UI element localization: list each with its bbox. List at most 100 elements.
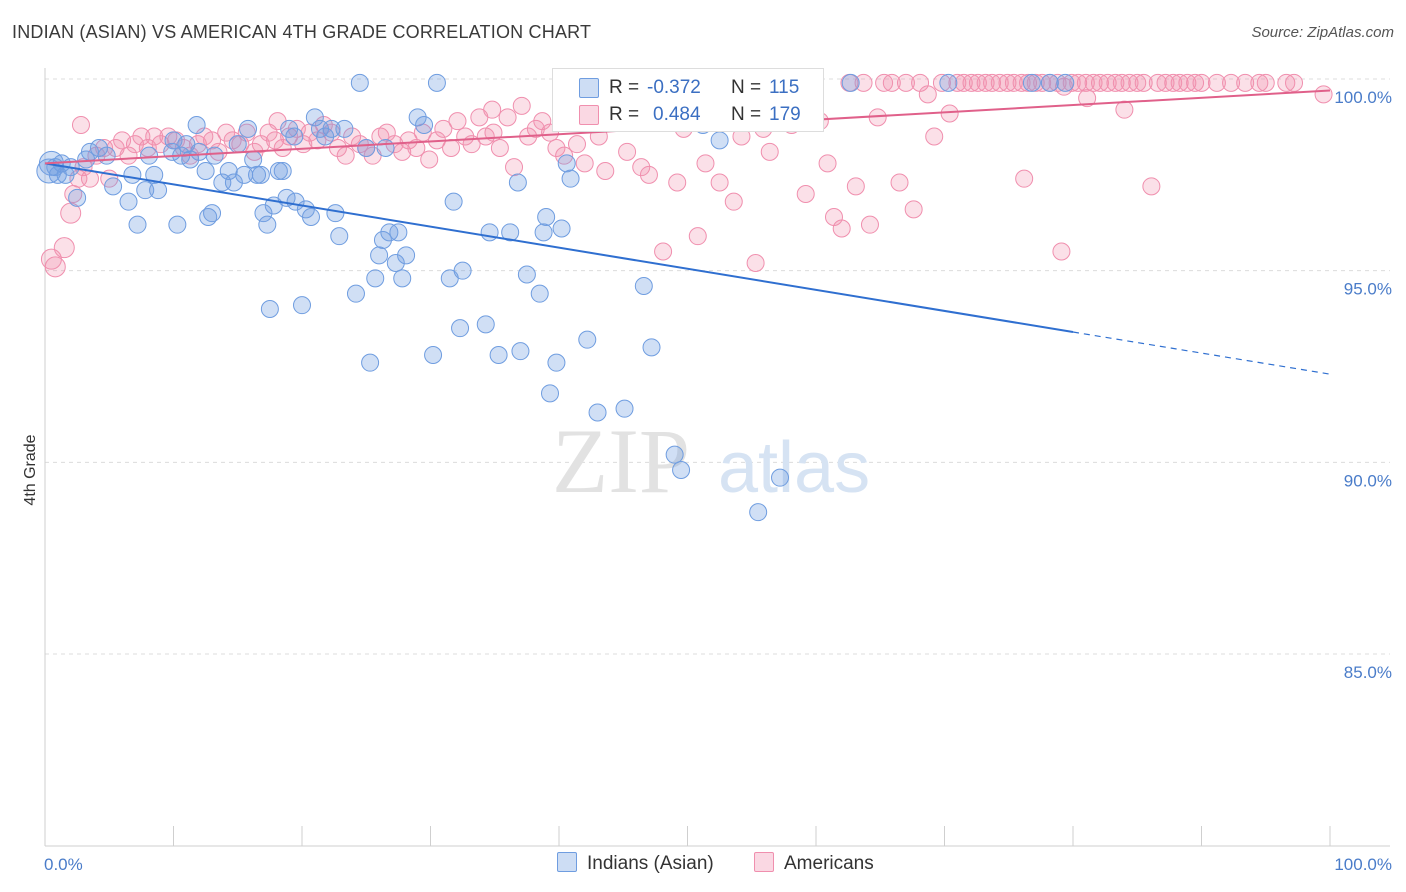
bottom-legend-label-indians: Indians (Asian) [587,853,714,874]
indians-point [634,277,653,295]
americans-point [1012,73,1031,92]
americans-point [399,131,418,150]
americans-point [1019,73,1038,92]
indians-point [710,131,729,150]
americans-point [1115,100,1134,119]
indians-point [128,215,147,234]
americans-point [1098,73,1117,92]
americans-point [1076,73,1095,92]
indians-point [168,215,187,234]
indians-point [224,173,243,192]
indians-point [258,215,277,234]
legend-n-label: N = [731,77,762,98]
americans-point [434,119,453,138]
americans-point [575,154,594,173]
legend-r-value-indians: -0.372 [647,77,701,98]
americans-point [882,73,901,92]
americans-point [875,73,894,92]
indians-point [517,265,536,284]
indians-point [305,108,324,127]
indians-point [163,142,182,161]
indians-point [357,139,376,157]
indians-point [123,165,142,184]
indians-point [228,135,247,154]
americans-point [448,112,467,131]
indians-point [97,146,116,165]
indians-point [190,142,209,161]
indians-point [508,173,527,192]
americans-point [1156,73,1175,92]
americans-point [1084,73,1103,92]
indians-point [408,108,427,127]
indians-point [588,403,607,422]
indians-point [196,162,215,180]
americans-point [1222,73,1241,92]
indians-point [293,296,311,315]
americans-point [483,100,502,119]
americans-point [1142,177,1161,196]
bottom-legend-americans[interactable]: Americans [754,852,874,875]
indians-point [749,503,768,522]
indians-point [203,204,222,223]
americans-point [567,135,586,154]
indians-point [373,231,392,249]
americans-point [526,119,545,138]
indians-point [424,346,443,364]
americans-point [1015,169,1034,188]
indians-point [537,208,556,226]
americans-point [1106,73,1125,92]
x-tick-label: 0.0% [44,855,83,874]
americans-point [962,73,981,92]
indians-point [68,188,87,207]
americans-point [53,237,75,259]
trend-line-indians [44,162,1074,333]
americans-point [940,104,959,123]
indians-point [451,319,470,338]
americans-point [442,139,461,157]
legend-row-indians: R = -0.372 N = 115 [553,75,823,101]
americans-point [1062,73,1081,92]
legend-swatch-indians [579,78,599,98]
source-label[interactable]: Source: ZipAtlas.com [1251,24,1394,41]
indians-point [1056,73,1075,92]
americans-point [918,85,937,104]
americans-point [512,96,531,115]
americans-point [1256,73,1275,92]
bottom-legend-indians[interactable]: Indians (Asian) [557,852,714,875]
americans-point [132,127,151,146]
chart-title: INDIAN (ASIAN) VS AMERICAN 4TH GRADE COR… [12,22,592,42]
americans-point [954,73,973,92]
legend-n-label: N = [731,104,762,125]
americans-point [1069,73,1088,92]
indians-point [534,223,553,242]
indians-point [335,119,354,138]
americans-point [639,165,658,184]
americans-point [668,173,687,192]
indians-point [89,139,108,157]
americans-point [1178,73,1197,92]
americans-point [1250,73,1269,92]
americans-point [407,139,426,157]
americans-point [420,150,439,169]
americans-point [217,123,236,142]
legend-n-value-americans: 179 [769,104,801,125]
indians-point [530,284,549,303]
americans-point [1090,73,1109,92]
y-tick-label: 90.0% [1344,471,1392,490]
indians-point [578,330,597,349]
indians-point [561,169,580,188]
americans-point [80,169,99,188]
indians-point [370,246,389,265]
indians-point [841,73,860,92]
indians-point [366,269,385,288]
americans-point [1052,242,1071,261]
indians-point [219,162,238,180]
y-tick-label: 95.0% [1344,280,1392,299]
americans-point [618,142,637,161]
americans-point [1112,73,1131,92]
indians-point [187,116,206,134]
americans-point [796,185,815,203]
americans-point [998,73,1017,92]
y-tick-labels: 100.0% 95.0% 90.0% 85.0% [1334,88,1392,682]
